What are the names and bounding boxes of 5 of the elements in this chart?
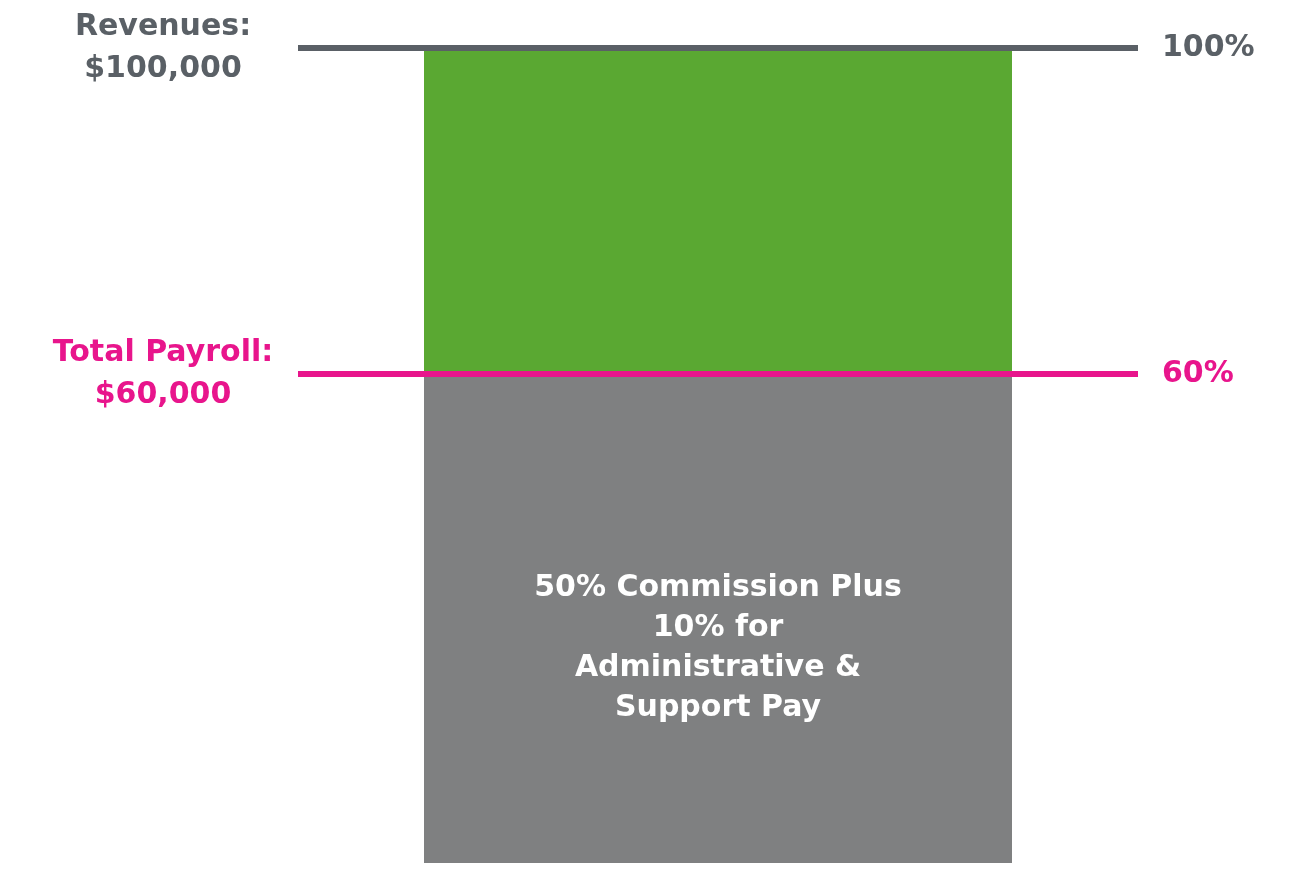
ref-line-label: 100%	[1162, 27, 1255, 63]
annotation: 50% Commission Plus 10% for Administrative & Support Pay	[534, 568, 902, 724]
ref-line-label: 60%	[1162, 353, 1234, 389]
text: Revenues: $100,000	[74, 6, 252, 84]
text: Total Payroll: $60,000	[52, 332, 274, 410]
